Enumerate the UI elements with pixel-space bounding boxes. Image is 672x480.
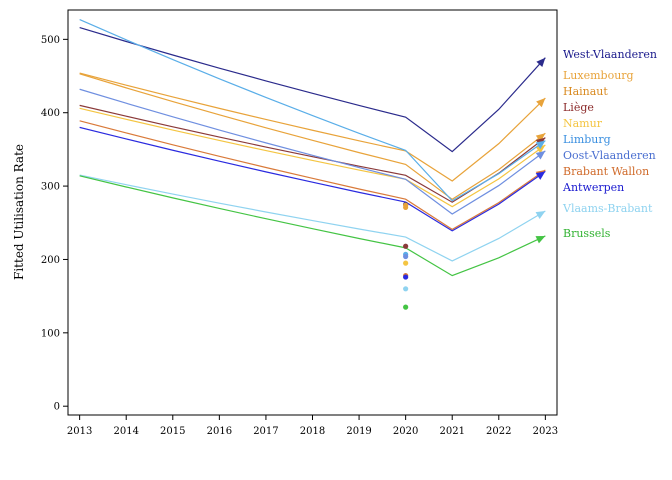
legend-label: Antwerpen: [562, 181, 624, 194]
x-tick-label: 2017: [253, 426, 278, 437]
x-tick-label: 2020: [393, 426, 418, 437]
x-tick-label: 2021: [439, 426, 464, 437]
series-line: [79, 72, 546, 182]
legend-label: Liège: [563, 101, 594, 114]
series-line: [79, 175, 546, 277]
y-axis: 0 100 200 300 400 500: [41, 35, 68, 413]
legend-label: West-Vlaanderen: [563, 48, 657, 61]
data-point-2020: [403, 274, 409, 280]
series-line: [79, 174, 546, 262]
series-arrowhead: [536, 98, 546, 108]
legend-label: Vlaams-Brabant: [562, 202, 653, 215]
x-tick-label: 2019: [346, 426, 371, 437]
legend-label: Namur: [563, 117, 603, 130]
x-tick-label: 2014: [113, 426, 138, 437]
x-tick-label: 2016: [207, 426, 232, 437]
series-lines: [79, 18, 546, 277]
series-line: [79, 27, 546, 153]
series-line: [79, 18, 546, 202]
legend-label: Limburg: [563, 133, 611, 146]
x-tick-label: 2022: [486, 426, 511, 437]
data-point-2020: [403, 286, 409, 292]
x-tick-label: 2023: [533, 426, 558, 437]
series-line: [79, 73, 546, 201]
series-arrowhead: [535, 171, 546, 180]
series-arrowhead: [535, 145, 546, 154]
series-line: [79, 88, 546, 215]
legend-label: Brussels: [563, 227, 611, 240]
data-point-2020: [403, 260, 409, 266]
series-line: [79, 104, 546, 203]
data-point-2020: [403, 243, 409, 249]
series-arrowhead: [535, 133, 546, 142]
series-arrowhead: [535, 150, 546, 160]
y-tick-label: 100: [41, 328, 60, 339]
y-tick-label: 200: [41, 255, 60, 266]
data-point-2020: [403, 304, 409, 310]
data-point-2020: [403, 253, 409, 260]
series-line: [79, 126, 546, 232]
series-arrowhead: [536, 57, 546, 68]
x-axis: 2013 2014 2015 2016 2017 2018 2019 2020 2021 2022…: [67, 415, 558, 437]
y-tick-label: 300: [41, 182, 60, 193]
x-tick-label: 2018: [300, 426, 325, 437]
legend-label: Brabant Wallon: [563, 165, 649, 178]
series-line: [79, 120, 546, 231]
y-tick-label: 400: [41, 108, 60, 119]
series-arrowhead: [535, 211, 546, 220]
data-point-2020: [403, 204, 409, 210]
series-line: [79, 107, 546, 208]
series-arrowhead: [535, 140, 546, 150]
legend-label: Hainaut: [563, 85, 608, 98]
legend: West-Vlaanderen Luxembourg Hainaut Liège Nam…: [562, 48, 657, 240]
x-tick-label: 2013: [67, 426, 92, 437]
y-axis-title: Fitted Utilisation Rate: [12, 144, 26, 280]
legend-label: Luxembourg: [563, 69, 634, 82]
points-2020: [403, 201, 409, 310]
legend-label: Oost-Vlaanderen: [563, 149, 656, 162]
x-tick-label: 2015: [160, 426, 185, 437]
y-tick-label: 0: [54, 402, 60, 413]
series-arrowhead: [535, 235, 546, 244]
y-tick-label: 500: [41, 35, 60, 46]
